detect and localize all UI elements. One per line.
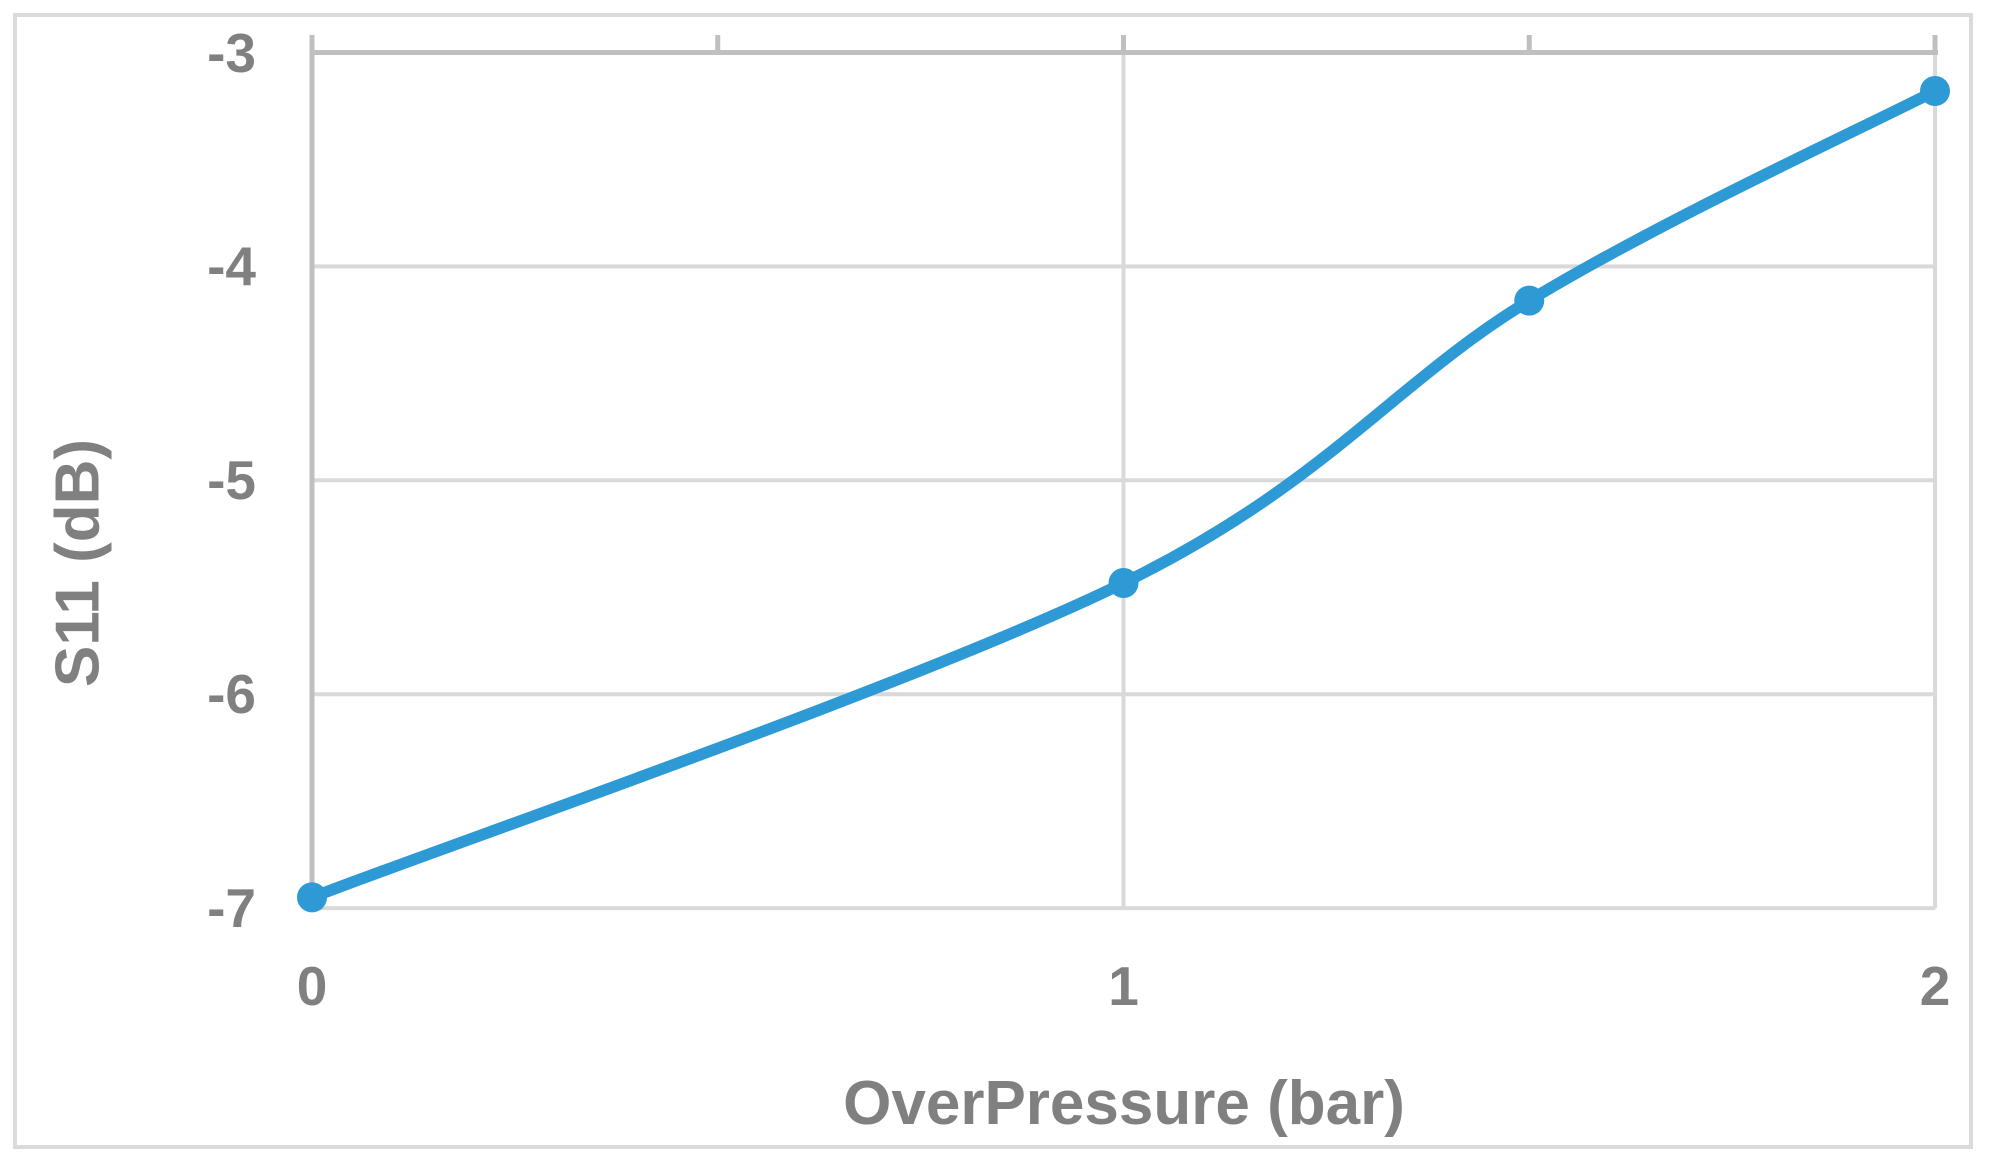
data-point-marker — [1514, 285, 1545, 316]
data-point-marker — [1920, 76, 1950, 107]
series-line — [306, 85, 1941, 904]
y-tick-label: -3 — [207, 21, 256, 84]
x-tick-label: 1 — [1108, 955, 1139, 1017]
y-tick-label: -7 — [207, 877, 256, 940]
data-point-marker — [1108, 567, 1139, 598]
y-tick-label: -6 — [207, 663, 256, 726]
x-tick-label: 0 — [296, 955, 328, 1017]
x-tick-label: 2 — [1919, 955, 1951, 1017]
data-point-marker — [297, 882, 327, 913]
chart-border — [13, 13, 1973, 1149]
y-tick-label: -5 — [207, 449, 256, 512]
y-tick-label: -4 — [207, 235, 256, 298]
x-axis-title: OverPressure (bar) — [843, 1069, 1405, 1138]
